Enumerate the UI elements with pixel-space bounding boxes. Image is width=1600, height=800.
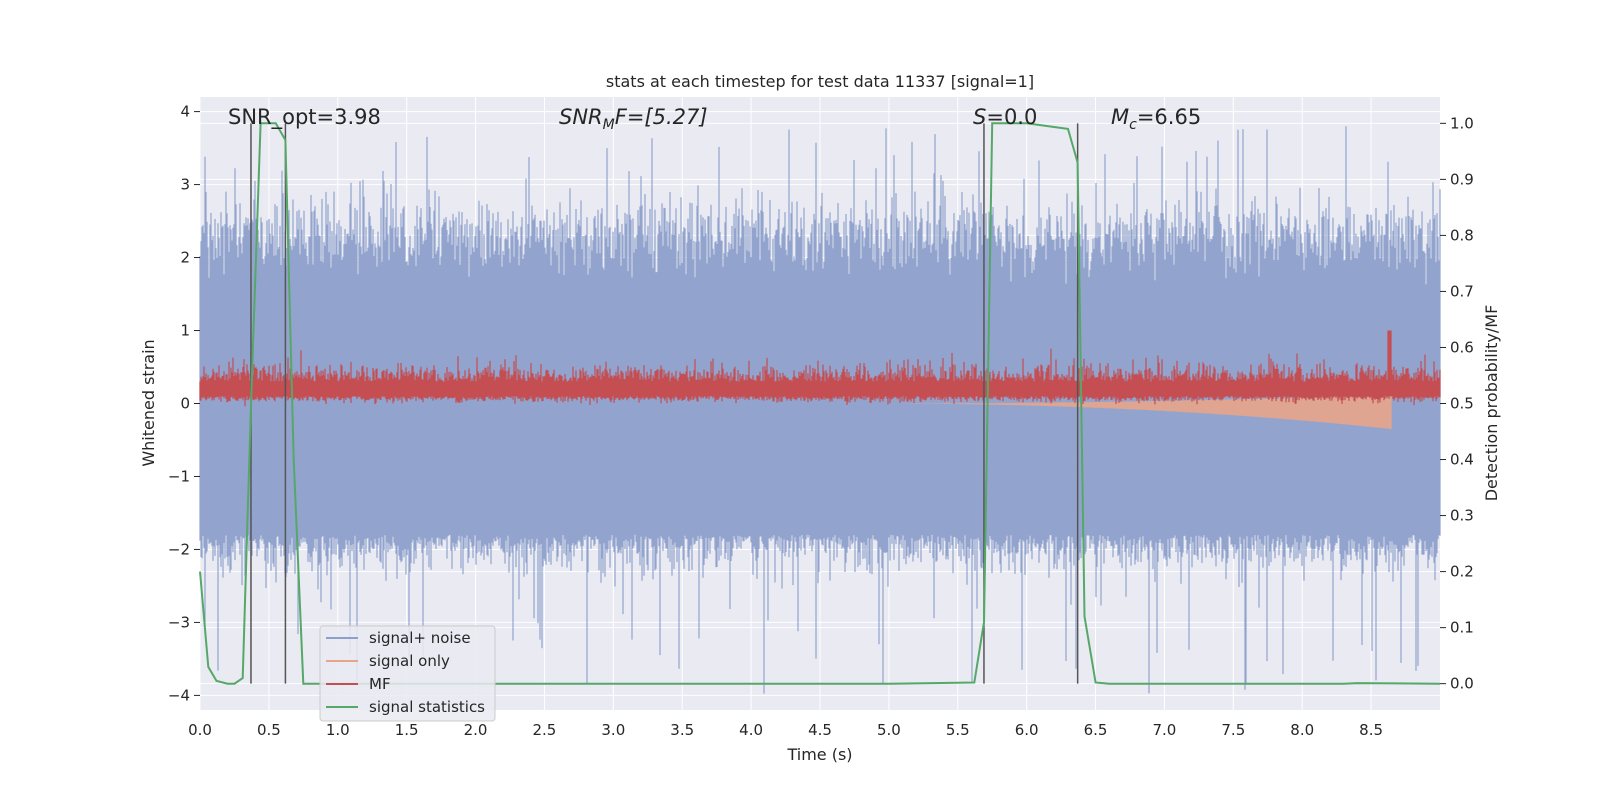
y-tick-label-right: 0.0 <box>1450 675 1474 693</box>
y-tick-label-right: 0.5 <box>1450 395 1474 413</box>
x-axis-label: Time (s) <box>786 745 852 764</box>
legend-label-signal-only: signal only <box>369 652 450 670</box>
x-tick-label: 5.5 <box>946 721 970 739</box>
x-tick-label: 7.5 <box>1221 721 1245 739</box>
y-tick-label-right: 0.7 <box>1450 282 1474 300</box>
y-tick-label-left: 4 <box>180 103 190 121</box>
series-mf <box>199 330 1441 407</box>
y-tick-label-right: 0.4 <box>1450 451 1474 469</box>
legend: signal+ noise signal only MF signal stat… <box>319 625 496 722</box>
axis-ticks: 0.0 0.5 1.0 1.5 2.0 2.5 3.0 3.5 4.0 4.5 5.0 5.5 6.0 6… <box>168 103 1474 739</box>
x-tick-label: 5.0 <box>877 721 901 739</box>
x-tick-label: 4.5 <box>808 721 832 739</box>
x-tick-label: 6.0 <box>1015 721 1039 739</box>
x-tick-label: 4.0 <box>739 721 763 739</box>
y-tick-label-left: 1 <box>180 322 190 340</box>
x-tick-label: 3.0 <box>601 721 625 739</box>
y-tick-label-right: 0.2 <box>1450 563 1474 581</box>
annotation-mc: Mc=6.65 <box>1111 105 1201 133</box>
signal-only-trace <box>892 394 1392 429</box>
annotation-s: S=0.0 <box>973 105 1037 129</box>
y-tick-label-right: 0.1 <box>1450 619 1474 637</box>
annotation-snr-opt: SNR_opt=3.98 <box>228 105 381 130</box>
x-tick-label: 7.0 <box>1153 721 1177 739</box>
y-tick-label-right: 0.3 <box>1450 507 1474 525</box>
x-tick-label: 2.5 <box>533 721 557 739</box>
x-tick-label: 1.0 <box>326 721 350 739</box>
x-tick-label: 2.0 <box>464 721 488 739</box>
y-tick-label-left: −3 <box>168 613 190 631</box>
x-tick-label: 6.5 <box>1084 721 1108 739</box>
annotation-snr-mf: SNRMF=[5.27] <box>559 105 708 133</box>
y-tick-label-left: 0 <box>180 395 190 413</box>
mf-trace <box>199 330 1441 407</box>
legend-label-signal-statistics: signal statistics <box>369 698 485 716</box>
legend-label-mf: MF <box>369 675 391 693</box>
legend-label-signal-noise: signal+ noise <box>369 629 471 647</box>
x-tick-label: 0.0 <box>188 721 212 739</box>
chart-title: stats at each timestep for test data 113… <box>606 72 1034 91</box>
y-tick-label-right: 0.8 <box>1450 226 1474 244</box>
legend-box <box>319 625 496 722</box>
y-axis-label-right: Detection probability/MF <box>1482 305 1501 502</box>
y-tick-label-left: 2 <box>180 249 190 267</box>
x-tick-label: 3.5 <box>670 721 694 739</box>
series-signal-only <box>892 394 1392 429</box>
y-axis-label-left: Whitened strain <box>139 339 158 466</box>
y-tick-label-right: 0.9 <box>1450 170 1474 188</box>
y-tick-label-right: 1.0 <box>1450 114 1474 132</box>
x-tick-label: 1.5 <box>395 721 419 739</box>
x-tick-label: 8.0 <box>1290 721 1314 739</box>
y-tick-label-left: −2 <box>168 540 190 558</box>
y-tick-label-right: 0.6 <box>1450 338 1474 356</box>
y-tick-label-left: −4 <box>168 686 190 704</box>
y-tick-label-left: −1 <box>168 467 190 485</box>
x-tick-label: 8.5 <box>1359 721 1383 739</box>
x-tick-label: 0.5 <box>257 721 281 739</box>
y-tick-label-left: 3 <box>180 176 190 194</box>
